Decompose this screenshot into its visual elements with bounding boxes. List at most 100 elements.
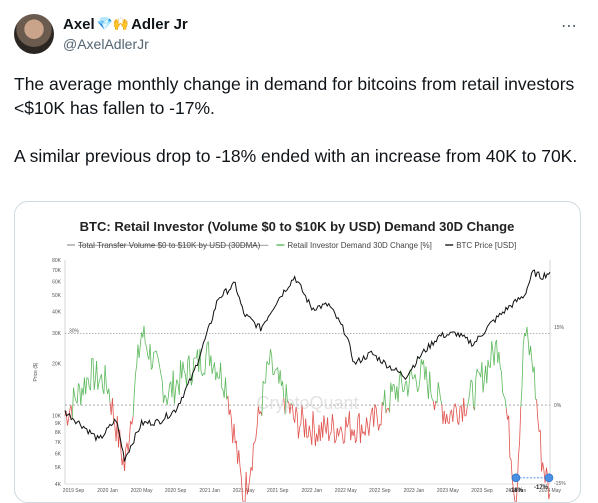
demand-change-segment <box>245 472 246 502</box>
demand-change-segment <box>426 367 427 384</box>
demand-change-segment <box>437 382 438 403</box>
x-tick-label: 2020 Jan <box>97 488 118 494</box>
demand-change-segment <box>370 412 371 421</box>
demand-change-segment <box>240 466 241 477</box>
demand-change-segment <box>523 334 524 345</box>
demand-change-segment <box>419 380 420 389</box>
demand-change-segment <box>337 428 338 436</box>
demand-change-segment <box>161 375 162 381</box>
chart-image-card[interactable]: BTC: Retail Investor (Volume $0 to $10K … <box>14 201 581 503</box>
demand-change-segment <box>156 351 157 356</box>
demand-change-segment <box>221 363 222 389</box>
demand-change-segment <box>232 420 233 443</box>
avatar[interactable] <box>14 14 54 54</box>
demand-change-segment <box>478 372 479 373</box>
demand-change-segment <box>424 360 425 379</box>
demand-change-segment <box>431 393 432 399</box>
demand-change-segment <box>315 434 316 446</box>
chart-title: BTC: Retail Investor (Volume $0 to $10K … <box>80 219 515 234</box>
demand-change-segment <box>189 356 190 378</box>
demand-change-segment <box>228 396 229 415</box>
chart-svg: BTC: Retail Investor (Volume $0 to $10K … <box>15 202 580 502</box>
y-tick-label-left: 20K <box>52 361 62 367</box>
demand-change-segment <box>449 413 450 424</box>
demand-change-segment <box>345 417 346 442</box>
demand-change-segment <box>332 414 333 426</box>
y-tick-label-left: 8K <box>55 430 62 436</box>
demand-change-segment <box>528 339 529 355</box>
demand-change-segment <box>330 432 331 435</box>
demand-change-segment <box>390 383 391 412</box>
author-handle[interactable]: @AxelAdlerJr <box>63 36 149 52</box>
demand-change-segment <box>518 442 519 458</box>
demand-change-segment <box>182 362 183 379</box>
demand-change-segment <box>309 426 310 434</box>
demand-change-segment <box>164 395 165 403</box>
demand-change-segment <box>463 398 464 421</box>
demand-change-segment <box>243 499 244 502</box>
x-tick-label: 2022 Sep <box>369 488 391 494</box>
demand-change-segment <box>442 404 443 424</box>
demand-change-segment <box>520 407 521 442</box>
x-tick-label: 2021 Sep <box>267 488 289 494</box>
demand-change-segment <box>349 411 350 440</box>
demand-change-segment <box>217 372 218 379</box>
demand-change-segment <box>269 349 270 365</box>
x-tick-label: 2020 Sep <box>165 488 187 494</box>
x-tick-label: 2023 Jan <box>404 488 425 494</box>
tweet-paragraph-2: A similar previous drop to -18% ended wi… <box>14 144 584 168</box>
demand-change-segment <box>459 406 460 425</box>
demand-change-segment <box>379 424 380 430</box>
demand-change-segment <box>415 374 416 382</box>
demand-change-segment <box>341 427 342 433</box>
y-tick-label-left: 9K <box>55 421 62 427</box>
demand-change-segment <box>313 411 314 428</box>
demand-change-segment <box>75 396 76 401</box>
demand-change-segment <box>150 344 151 369</box>
demand-change-segment <box>381 402 382 425</box>
demand-change-segment <box>165 395 166 397</box>
demand-change-segment <box>140 332 141 344</box>
demand-change-segment <box>194 358 195 359</box>
demand-change-segment <box>253 443 254 444</box>
demand-change-segment <box>531 346 532 361</box>
demand-change-segment <box>418 389 419 392</box>
demand-change-segment <box>211 356 212 374</box>
demand-change-segment <box>230 410 231 421</box>
demand-change-segment <box>360 425 361 444</box>
demand-change-segment <box>278 367 279 383</box>
demand-change-segment <box>377 420 378 430</box>
demand-change-segment <box>234 424 235 443</box>
demand-change-segment <box>264 383 265 384</box>
y-tick-label-left: 6K <box>55 451 62 457</box>
author-name[interactable]: Axel 💎🙌 Adler Jr <box>63 14 188 34</box>
demand-change-segment <box>160 368 161 375</box>
demand-change-segment <box>435 401 436 410</box>
demand-change-segment <box>369 421 370 436</box>
demand-change-segment <box>252 444 253 471</box>
demand-change-segment <box>367 417 368 426</box>
demand-change-segment <box>376 408 377 421</box>
demand-change-segment <box>97 361 98 390</box>
demand-change-segment <box>99 378 100 382</box>
demand-change-segment <box>153 352 154 367</box>
demand-change-segment <box>476 369 477 377</box>
demand-change-segment <box>167 397 168 405</box>
demand-change-segment <box>385 390 386 413</box>
demand-change-segment <box>66 411 67 425</box>
demand-change-segment <box>466 407 467 416</box>
demand-change-segment <box>93 358 94 390</box>
x-tick-label: 2021 May <box>233 488 255 494</box>
demand-change-segment <box>339 431 340 437</box>
demand-change-segment <box>494 344 495 366</box>
x-tick-label: 2022 Jan <box>301 488 322 494</box>
demand-change-segment <box>106 386 107 395</box>
demand-change-segment <box>477 369 478 372</box>
demand-change-segment <box>176 380 177 390</box>
demand-change-segment <box>455 404 456 409</box>
demand-change-segment <box>505 399 506 409</box>
more-options-icon[interactable]: ⋯ <box>561 16 578 35</box>
demand-change-segment <box>67 419 68 426</box>
demand-change-segment <box>483 379 484 392</box>
demand-change-segment <box>324 416 325 427</box>
